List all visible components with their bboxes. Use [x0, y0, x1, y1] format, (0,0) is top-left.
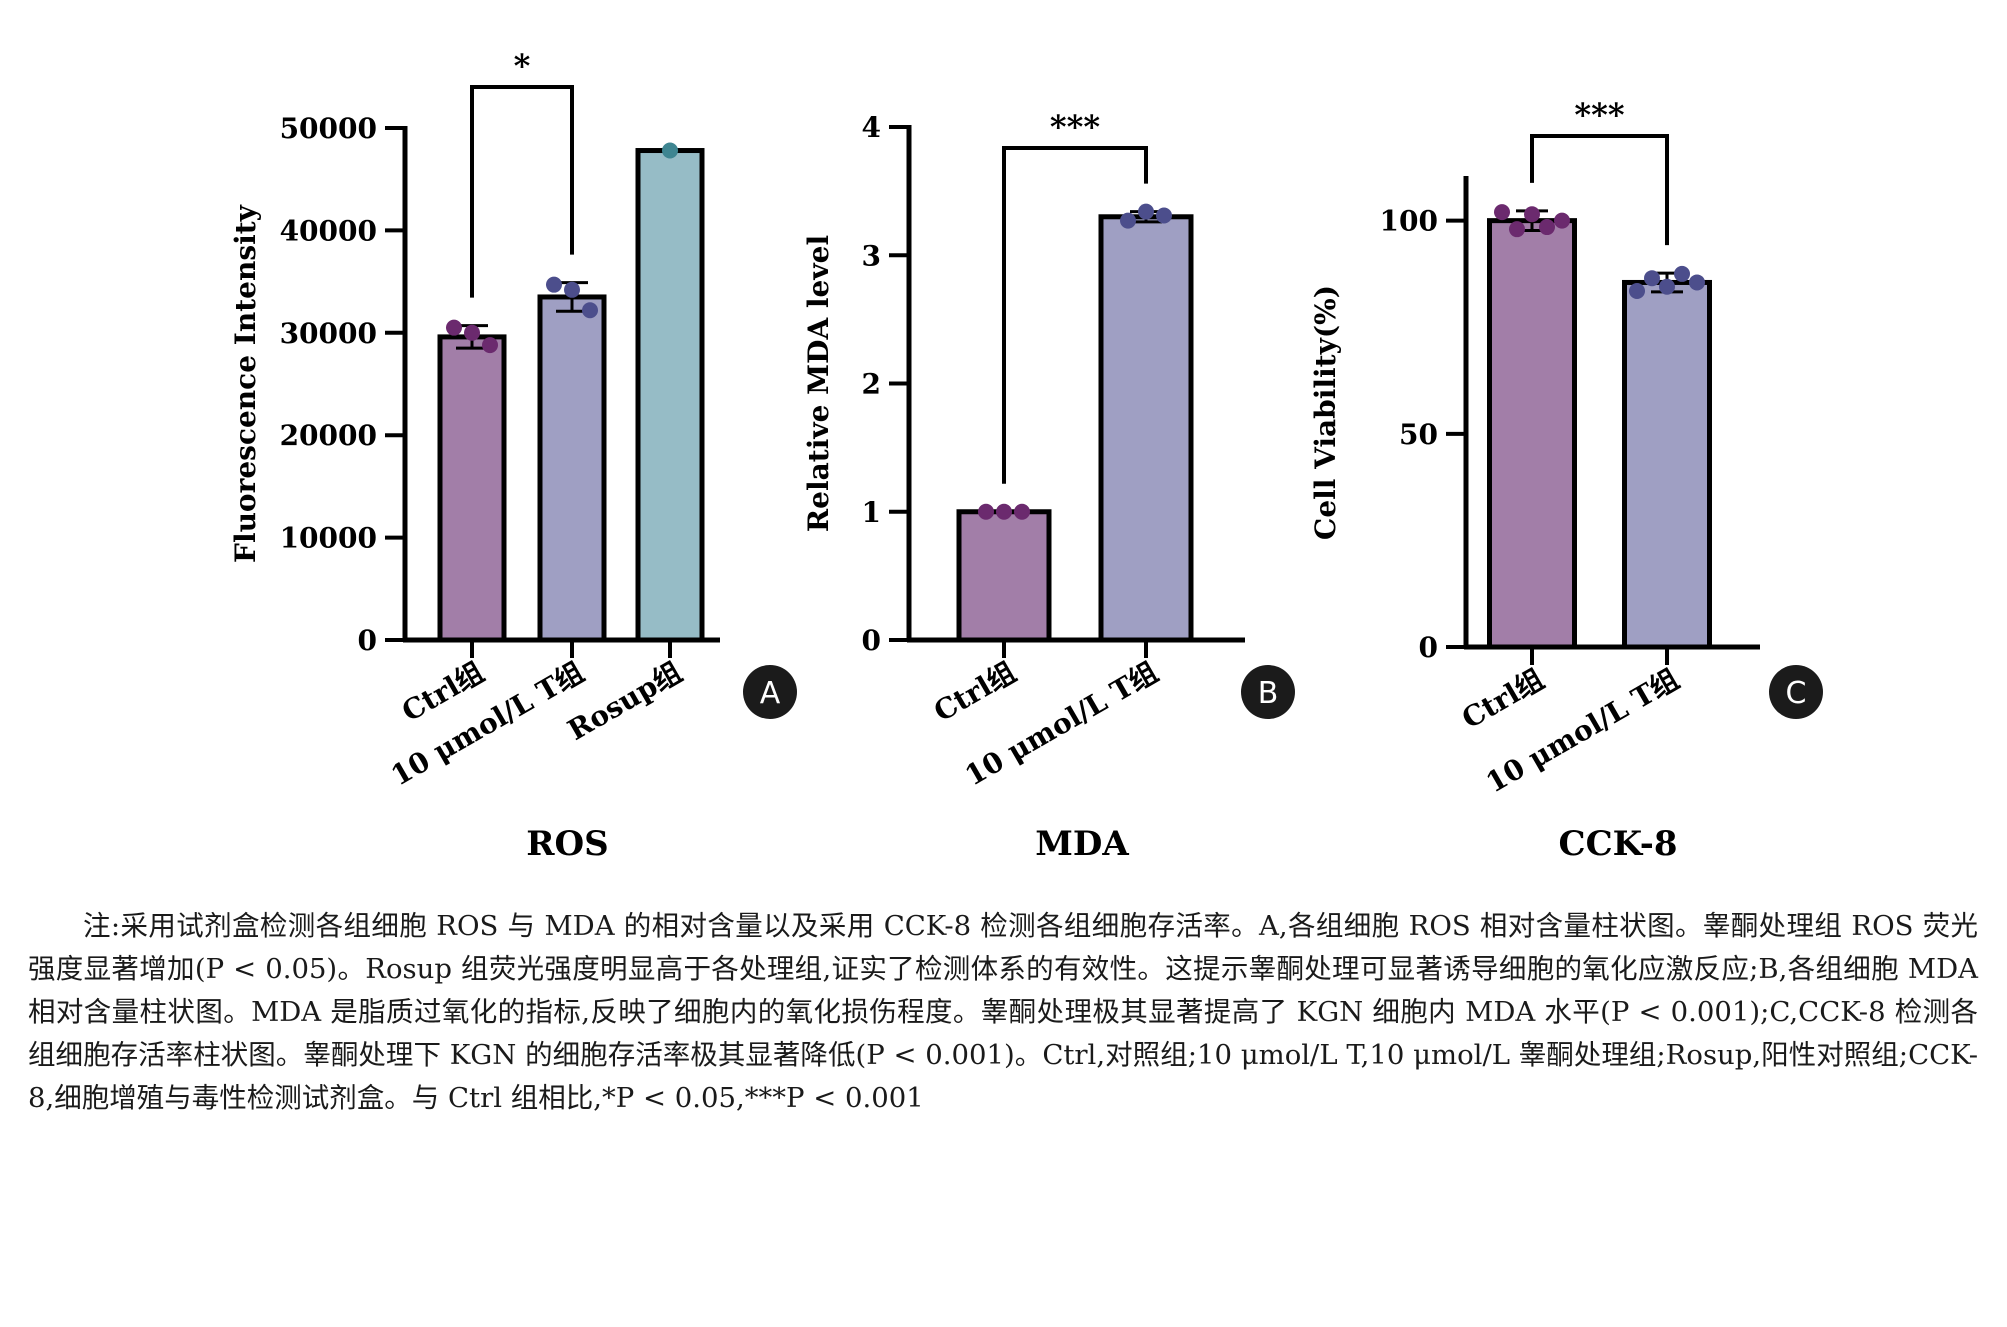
y-tick-label: 100 — [1380, 205, 1438, 238]
data-point — [1138, 203, 1154, 220]
data-point — [1659, 278, 1675, 295]
significance-bracket — [470, 85, 574, 298]
data-point — [564, 281, 580, 298]
panel-badge-label: C — [1786, 676, 1807, 711]
data-point — [662, 142, 678, 159]
data-point — [1689, 274, 1705, 291]
bar — [1622, 279, 1712, 650]
bar — [956, 509, 1052, 643]
y-tick-label: 0 — [358, 624, 377, 657]
y-axis-label: Relative MDA level — [802, 235, 835, 532]
y-tick-label: 0 — [862, 624, 881, 657]
chart-title: ROS — [526, 824, 608, 864]
y-tick-label: 2 — [862, 368, 881, 401]
panel-badge — [743, 665, 797, 719]
significance-label: *** — [1574, 96, 1624, 134]
y-axis-label: Cell Viability(%) — [1309, 285, 1342, 540]
significance-label: *** — [1050, 108, 1100, 146]
data-point — [446, 319, 462, 336]
bar — [1487, 218, 1577, 650]
caption-text: 注:采用试剂盒检测各组细胞 ROS 与 MDA 的相对含量以及采用 CCK-8 … — [28, 910, 1978, 1114]
bar — [635, 148, 705, 643]
data-point — [1629, 282, 1645, 299]
y-tick-label: 4 — [862, 111, 881, 144]
panel-badge — [1769, 665, 1823, 719]
y-tick-label: 1 — [862, 496, 881, 529]
data-point — [1014, 503, 1030, 520]
chart-title: MDA — [1035, 824, 1129, 864]
y-tick-label: 3 — [862, 239, 881, 272]
bar — [437, 334, 507, 643]
y-tick-label: 10000 — [280, 522, 377, 555]
y-tick-label: 40000 — [280, 214, 377, 247]
y-tick-label: 20000 — [280, 419, 377, 452]
data-point — [1644, 270, 1660, 287]
y-tick-label: 0 — [1419, 631, 1438, 664]
panel-badge-label: B — [1258, 676, 1279, 711]
y-axis-label: Fluorescence Intensity — [229, 204, 262, 563]
y-tick-label: 50000 — [280, 112, 377, 145]
bar — [1098, 214, 1194, 643]
significance-bracket — [1002, 146, 1148, 484]
y-tick-label: 50 — [1399, 418, 1438, 451]
data-point — [996, 503, 1012, 520]
data-point — [582, 302, 598, 319]
data-point — [1539, 219, 1555, 236]
data-point — [978, 503, 994, 520]
x-tick-label: Rosup组 — [562, 655, 687, 746]
data-point — [464, 324, 480, 341]
data-point — [1674, 265, 1690, 282]
panel-badge — [1241, 665, 1295, 719]
figure-caption: 注:采用试剂盒检测各组细胞 ROS 与 MDA 的相对含量以及采用 CCK-8 … — [28, 905, 1978, 1120]
panel-badge-label: A — [760, 676, 781, 711]
bar — [537, 294, 607, 643]
data-point — [1524, 206, 1540, 223]
data-point — [1494, 204, 1510, 221]
significance-label: * — [514, 47, 531, 85]
data-point — [1554, 212, 1570, 229]
significance-bracket — [1530, 134, 1669, 246]
x-tick-label: Ctrl组 — [1456, 662, 1549, 735]
data-point — [482, 337, 498, 354]
data-point — [546, 276, 562, 293]
data-point — [1156, 207, 1172, 224]
chart-title: CCK-8 — [1559, 824, 1678, 864]
y-tick-label: 30000 — [280, 317, 377, 350]
data-point — [1509, 221, 1525, 238]
data-point — [1120, 212, 1136, 229]
x-tick-label: Ctrl组 — [928, 655, 1021, 728]
